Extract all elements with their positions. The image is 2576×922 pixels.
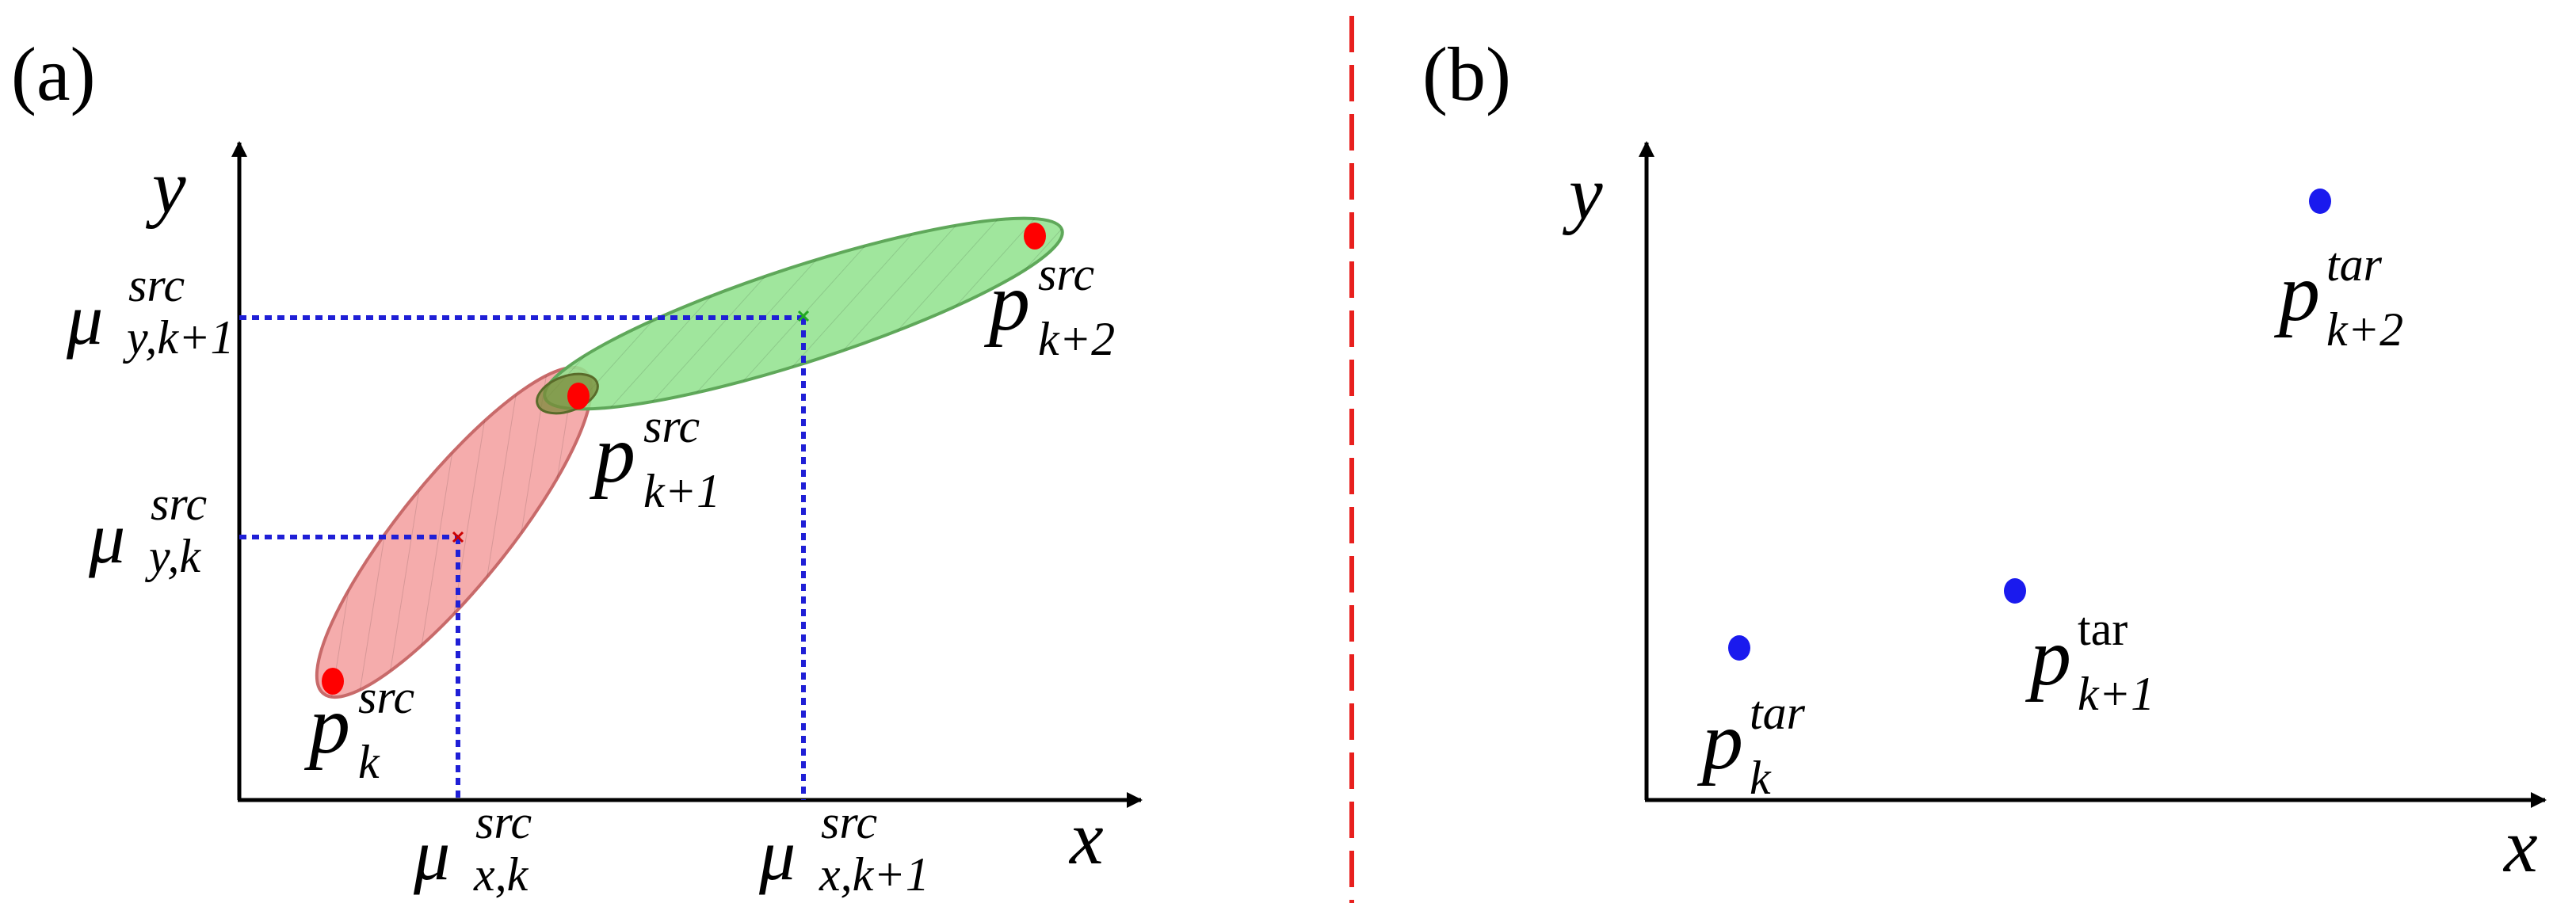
label-mu-x-k: μ src x,k [413,796,532,901]
svg-text:k+2: k+2 [2326,303,2403,356]
label-mu-y-k: μ src y,k [88,478,207,582]
svg-text:μ: μ [66,279,103,360]
label-p-src-k1: p src k+1 [589,400,720,517]
label-p-tar-k: p tar k [1696,687,1806,804]
svg-text:x,k+1: x,k+1 [819,848,929,901]
svg-text:k+1: k+1 [2078,668,2154,720]
label-p-tar-k2: p tar k+2 [2273,238,2403,356]
svg-text:x,k: x,k [473,848,529,901]
svg-text:y,k+1: y,k+1 [122,311,234,364]
label-p-src-k: p src k [303,671,414,788]
tar-point-k [1728,635,1750,661]
src-point-k2 [1024,223,1046,250]
svg-text:p: p [2025,611,2071,703]
panel-a-x-axis-label: x [1068,795,1104,880]
mean-guides [239,315,806,800]
svg-text:src: src [1038,248,1094,300]
svg-text:src: src [643,400,700,452]
svg-text:src: src [151,478,207,530]
svg-text:src: src [475,796,532,848]
svg-text:p: p [2273,247,2320,338]
svg-text:p: p [589,409,635,500]
svg-text:k: k [358,736,380,788]
svg-text:p: p [983,257,1030,348]
svg-text:tar: tar [2078,603,2128,655]
mean-marker-k1 [797,310,810,322]
svg-text:k: k [1750,752,1772,804]
tar-point-k1 [2004,578,2026,604]
svg-text:p: p [303,680,350,771]
svg-text:p: p [1696,695,1743,787]
panel-a-y-axis-label: y [145,144,186,229]
svg-text:k+2: k+2 [1038,313,1115,365]
svg-text:k+1: k+1 [643,465,720,517]
src-point-k [322,668,344,695]
svg-text:src: src [128,259,185,311]
svg-text:μ: μ [413,814,450,895]
svg-text:tar: tar [2326,238,2383,291]
mean-marker-k [452,531,464,543]
panel-a-label: (a) [11,32,96,116]
panel-a: (a) y x [11,32,1143,901]
label-mu-x-k1: μ src x,k+1 [758,796,929,901]
label-p-tar-k1: p tar k+1 [2025,603,2154,720]
svg-text:src: src [358,671,414,723]
svg-text:tar: tar [1750,687,1806,739]
label-p-src-k2: p src k+2 [983,248,1115,365]
svg-text:src: src [821,796,877,848]
panel-b-label: (b) [1422,32,1511,116]
tar-point-k2 [2309,189,2331,214]
src-point-k1 [567,383,590,410]
svg-text:μ: μ [758,814,796,895]
svg-text:y,k: y,k [144,530,201,582]
panel-b-y-axis-label: y [1562,150,1603,235]
svg-text:μ: μ [88,497,125,578]
label-mu-y-k1: μ src y,k+1 [66,259,234,364]
panel-b: (b) y x p tar k p tar k+1 p tar k+2 [1422,32,2547,888]
panel-b-x-axis-label: x [2502,803,2538,888]
